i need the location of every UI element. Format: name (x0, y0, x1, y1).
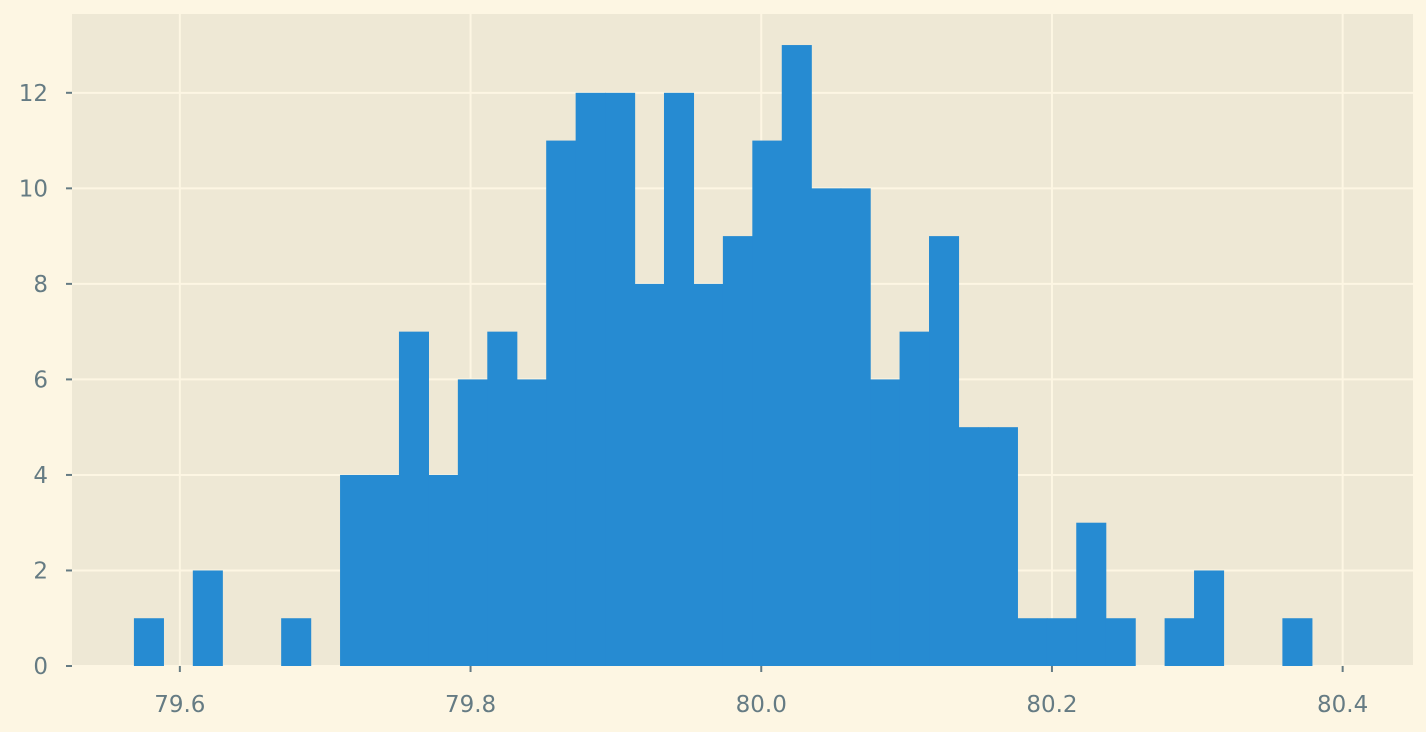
histogram-bar (1105, 618, 1136, 666)
histogram-bar (870, 379, 901, 666)
histogram-bar (428, 474, 459, 666)
y-tick-label: 2 (33, 558, 48, 584)
histogram-bar (575, 92, 606, 667)
histogram-bar (1017, 618, 1048, 666)
histogram-bar (457, 379, 488, 666)
y-tick-label: 10 (19, 176, 48, 202)
histogram-bar (752, 140, 783, 667)
histogram-bar (1164, 618, 1195, 666)
histogram-bar (133, 618, 164, 666)
histogram-bar (899, 331, 930, 666)
y-tick-label: 12 (19, 81, 48, 107)
histogram-bar (781, 45, 812, 667)
histogram-bar (1194, 570, 1225, 666)
histogram-bar (693, 283, 724, 666)
histogram-bar (1046, 618, 1077, 666)
histogram-bar (1282, 618, 1313, 666)
histogram-bars (133, 45, 1313, 667)
histogram-bar (663, 92, 695, 667)
histogram-bar (634, 283, 665, 666)
y-axis: 0 2 4 6 8 10 12 (19, 81, 72, 680)
histogram-bar (722, 236, 753, 666)
histogram-bar (1076, 522, 1107, 666)
histogram-bar (398, 331, 429, 666)
x-tick-label: 80.2 (1026, 692, 1077, 718)
histogram-bar (929, 236, 960, 666)
histogram-bar (987, 427, 1018, 666)
x-tick-label: 79.6 (154, 692, 205, 718)
histogram-bar (605, 92, 636, 667)
histogram-bar (958, 427, 989, 666)
histogram-bar (840, 188, 871, 666)
histogram-bar (340, 474, 371, 666)
x-tick-label: 79.8 (445, 692, 496, 718)
y-tick-label: 6 (33, 367, 48, 393)
y-tick-label: 8 (33, 272, 48, 298)
x-axis: 79.6 79.8 80.0 80.2 80.4 (154, 666, 1368, 718)
histogram-bar (811, 188, 842, 666)
x-tick-label: 80.0 (736, 692, 787, 718)
x-tick-label: 80.4 (1317, 692, 1368, 718)
histogram-bar (369, 474, 400, 666)
histogram-bar (487, 331, 518, 666)
histogram-bar (546, 140, 577, 667)
histogram-bar (281, 618, 312, 666)
histogram-bar (516, 379, 547, 666)
histogram-bar (192, 570, 223, 666)
y-tick-label: 0 (33, 654, 48, 680)
y-tick-label: 4 (33, 463, 48, 489)
